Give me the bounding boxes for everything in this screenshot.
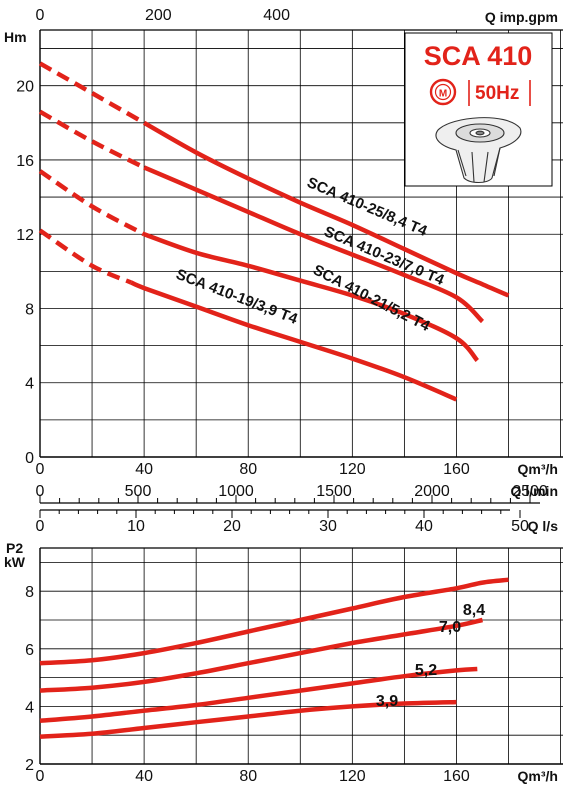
ls-tick-label: 50	[511, 518, 529, 535]
head-curve-2	[143, 165, 485, 324]
lmin-tick-label: 1500	[316, 483, 352, 500]
product-title: SCA 410	[424, 41, 533, 71]
top-axis-tick-label: 200	[145, 7, 172, 24]
power-x-tick-label: 40	[135, 768, 153, 785]
power-x-tick-label: 120	[339, 768, 366, 785]
ls-tick-label: 0	[36, 518, 45, 535]
impeller-icon	[435, 117, 522, 184]
lmin-tick-label: 500	[125, 483, 152, 500]
power-curve-3	[39, 666, 478, 724]
head-curve-dashed-4	[38, 228, 132, 285]
head-y-axis-label: Hm	[4, 29, 27, 45]
head-curve-3	[143, 232, 480, 363]
head-curve-dashed-1	[38, 61, 146, 125]
power-x-axis-label: Qm³/h	[518, 768, 558, 784]
head-x-tick-label: 160	[443, 461, 470, 478]
power-x-tick-label: 160	[443, 768, 470, 785]
lmin-scale-label: Q l/min	[511, 483, 558, 499]
power-curve-label: 5,2	[415, 662, 437, 679]
head-curve-dashed-2	[38, 109, 146, 170]
product-badge: SCA 410 M 50Hz	[404, 32, 553, 187]
head-y-tick-label: 4	[25, 376, 34, 393]
power-y-axis-unit: kW	[4, 554, 26, 570]
head-curve-4	[130, 280, 458, 402]
top-axis-label: Q imp.gpm	[485, 9, 558, 25]
power-x-tick-label: 80	[239, 768, 257, 785]
power-y-axis-label: P2	[6, 540, 23, 556]
head-y-tick-label: 12	[16, 227, 34, 244]
lmin-tick-label: 1000	[218, 483, 254, 500]
ls-tick-label: 20	[223, 518, 241, 535]
head-x-axis-label: Qm³/h	[518, 461, 558, 477]
ls-tick-label: 40	[415, 518, 433, 535]
head-y-tick-label: 20	[16, 79, 34, 96]
head-y-tick-label: 0	[25, 450, 34, 467]
power-curve-label: 3,9	[376, 693, 398, 710]
power-curve-2	[39, 617, 484, 693]
top-axis-tick-label: 400	[263, 7, 290, 24]
lmin-tick-label: 2000	[414, 483, 450, 500]
head-curve-1	[142, 120, 510, 298]
motor-icon: M	[429, 78, 457, 106]
head-x-tick-label: 80	[239, 461, 257, 478]
power-y-tick-label: 8	[25, 584, 34, 601]
ls-tick-label: 10	[127, 518, 145, 535]
power-y-tick-label: 6	[25, 642, 34, 659]
power-y-tick-label: 2	[25, 757, 34, 774]
ls-tick-label: 30	[319, 518, 337, 535]
lmin-tick-label: 2500	[512, 483, 548, 500]
power-curve-4	[39, 699, 457, 739]
motor-symbol: M	[439, 89, 447, 100]
head-y-tick-label: 16	[16, 153, 34, 170]
head-curve-dashed-3	[38, 169, 146, 237]
head-x-tick-label: 0	[36, 461, 45, 478]
lmin-tick-label: 0	[36, 483, 45, 500]
top-axis-tick-label: 0	[36, 7, 45, 24]
head-x-tick-label: 120	[339, 461, 366, 478]
power-curve-1	[39, 577, 509, 666]
ls-scale-label: Q l/s	[528, 518, 559, 534]
power-x-tick-label: 0	[36, 768, 45, 785]
power-y-tick-label: 4	[25, 699, 34, 716]
power-curve-label: 7,0	[439, 619, 461, 636]
head-y-tick-label: 8	[25, 301, 34, 318]
frequency-label: 50Hz	[475, 83, 519, 104]
head-x-tick-label: 40	[135, 461, 153, 478]
power-curve-label: 8,4	[463, 602, 485, 619]
